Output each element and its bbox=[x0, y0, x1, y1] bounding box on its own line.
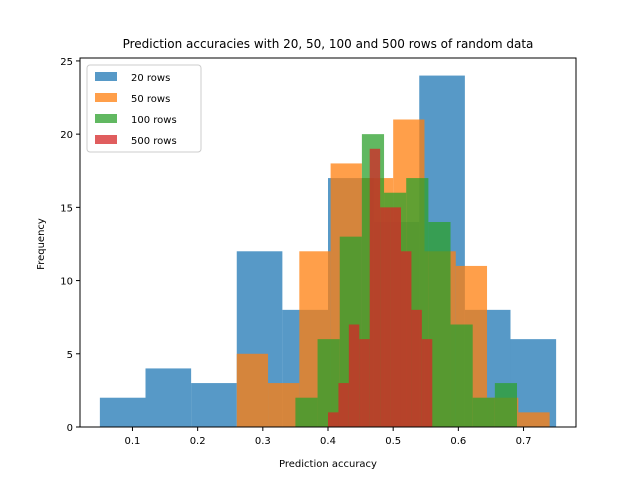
bar bbox=[268, 383, 300, 427]
legend-label: 50 rows bbox=[131, 94, 170, 105]
y-tick-label: 10 bbox=[60, 277, 73, 288]
bar bbox=[145, 368, 192, 427]
bar bbox=[295, 397, 318, 427]
y-axis-label: Frequency bbox=[36, 218, 47, 270]
x-tick-label: 0.4 bbox=[320, 436, 336, 447]
bar bbox=[338, 383, 349, 427]
legend-swatch bbox=[95, 93, 117, 102]
y-tick-label: 20 bbox=[60, 130, 73, 141]
x-tick-label: 0.3 bbox=[255, 436, 271, 447]
bar bbox=[236, 353, 269, 427]
bar bbox=[411, 309, 422, 427]
bar bbox=[390, 207, 401, 427]
y-axis: 0 5 10 15 20 25 bbox=[60, 57, 80, 434]
y-tick-label: 5 bbox=[67, 350, 73, 361]
legend-label: 100 rows bbox=[131, 115, 177, 126]
bar bbox=[369, 148, 381, 428]
bar bbox=[348, 324, 360, 427]
x-tick-label: 0.2 bbox=[190, 436, 206, 447]
x-tick-label: 0.5 bbox=[385, 436, 401, 447]
y-tick-label: 25 bbox=[60, 57, 73, 68]
bar bbox=[380, 207, 391, 427]
bar bbox=[400, 251, 412, 427]
bar bbox=[191, 383, 237, 427]
series-4 bbox=[328, 148, 433, 428]
chart-title: Prediction accuracies with 20, 50, 100 a… bbox=[123, 37, 534, 51]
bar bbox=[518, 412, 550, 427]
bar bbox=[317, 339, 340, 427]
bar bbox=[472, 397, 495, 427]
x-axis: 0.1 0.2 0.3 0.4 0.5 0.6 0.7 bbox=[125, 427, 532, 447]
bar bbox=[428, 222, 451, 427]
legend-label: 20 rows bbox=[131, 73, 170, 84]
legend: 20 rows 50 rows 100 rows 500 rows bbox=[86, 64, 202, 153]
legend-swatch bbox=[95, 135, 117, 144]
x-axis-label: Prediction accuracy bbox=[279, 459, 377, 470]
x-tick-label: 0.1 bbox=[125, 436, 141, 447]
bar bbox=[450, 324, 473, 427]
legend-box bbox=[86, 64, 202, 153]
bars-layer bbox=[99, 75, 557, 428]
y-tick-label: 0 bbox=[67, 423, 73, 434]
bar bbox=[359, 339, 370, 427]
y-tick-label: 15 bbox=[60, 203, 73, 214]
x-tick-label: 0.6 bbox=[450, 436, 466, 447]
legend-label: 500 rows bbox=[131, 136, 177, 147]
x-tick-label: 0.7 bbox=[516, 436, 532, 447]
bar bbox=[328, 412, 339, 427]
legend-swatch bbox=[95, 114, 117, 123]
bar bbox=[494, 383, 518, 427]
bar bbox=[421, 339, 433, 427]
legend-swatch bbox=[95, 72, 117, 81]
bar bbox=[99, 397, 146, 427]
